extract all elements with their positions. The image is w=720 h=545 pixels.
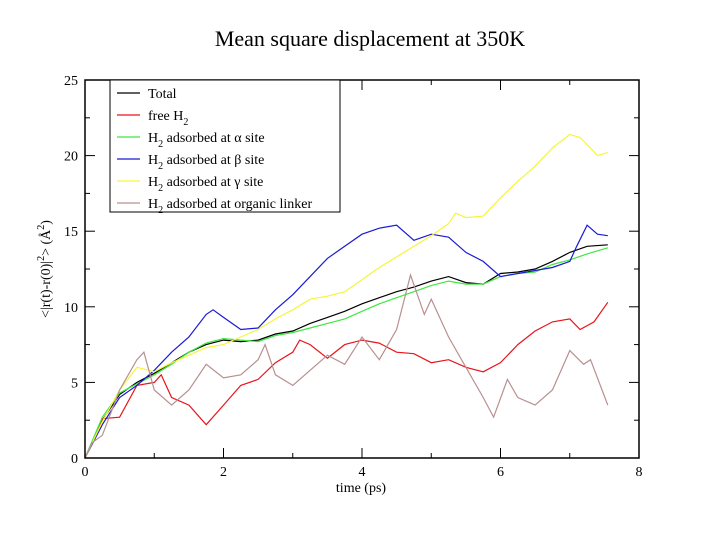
series-group [84, 133, 609, 459]
series-line-3 [84, 224, 608, 459]
y-tick-label: 10 [64, 301, 78, 316]
x-tick-label: 2 [220, 465, 227, 480]
x-tick-label: 4 [359, 465, 366, 480]
series-line-0 [84, 244, 608, 459]
x-tick-label: 0 [82, 465, 89, 480]
y-tick-label: 20 [64, 150, 78, 165]
legend-label-2: H2 adsorbed at α site [148, 131, 265, 150]
legend-label-4: H2 adsorbed at γ site [148, 175, 263, 194]
series-line-5 [84, 272, 609, 459]
legend-label-5: H2 adsorbed at organic linker [148, 197, 312, 216]
y-tick-label: 25 [64, 74, 78, 89]
legend-box [109, 79, 341, 213]
x-tick-label: 6 [497, 465, 504, 480]
x-tick-label: 8 [636, 465, 643, 480]
legend-label-0: Total [148, 87, 177, 102]
y-tick-label: 5 [71, 376, 78, 391]
y-tick-label: 0 [71, 452, 78, 467]
legend-label-1: free H2 [148, 109, 188, 128]
series-line-1 [84, 301, 609, 459]
legend-label-3: H2 adsorbed at β site [148, 153, 264, 172]
y-axis-label: <|r(t)-r(0)|2> (Å2) [36, 220, 54, 318]
series-line-2 [84, 247, 608, 459]
legend: Total free H2 H2 adsorbed at α site H2 adso… [109, 79, 341, 216]
y-tick-label: 15 [64, 225, 78, 240]
series-line-4 [84, 133, 608, 459]
x-axis-label: time (ps) [336, 481, 386, 496]
chart-title: Mean square displacement at 350K [215, 26, 525, 51]
